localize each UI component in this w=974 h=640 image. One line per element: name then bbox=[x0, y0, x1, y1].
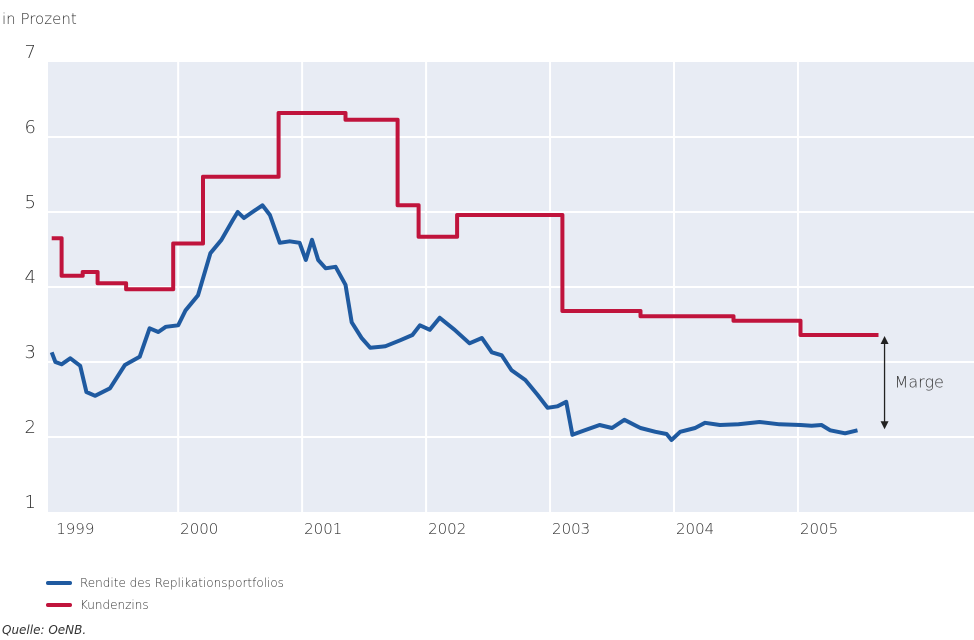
y-tick-label: 1 bbox=[25, 492, 36, 513]
arrow-head bbox=[880, 336, 889, 344]
legend-label: Rendite des Replikationsportfolios bbox=[80, 576, 284, 590]
y-tick-label: 7 bbox=[25, 42, 36, 63]
y-tick-label: 6 bbox=[25, 117, 36, 138]
x-tick-label: 2003 bbox=[552, 520, 590, 538]
x-tick-label: 2002 bbox=[428, 520, 466, 538]
x-tick-label: 1999 bbox=[56, 520, 94, 538]
series-line bbox=[49, 203, 858, 442]
series-line bbox=[51, 111, 879, 337]
y-tick-label: 2 bbox=[25, 417, 36, 438]
source: Quelle: OeNB. bbox=[2, 623, 86, 637]
y-axis-label: in Prozent bbox=[2, 10, 77, 28]
x-tick-label: 2001 bbox=[304, 520, 342, 538]
arrow-head bbox=[880, 421, 889, 430]
legend-label: Kundenzins bbox=[80, 598, 149, 612]
x-tick-label: 2000 bbox=[180, 520, 218, 538]
x-tick-label: 2005 bbox=[800, 520, 838, 538]
y-tick-label: 4 bbox=[25, 267, 36, 288]
y-tick-label: 5 bbox=[25, 192, 36, 213]
y-tick-label: 3 bbox=[25, 342, 36, 363]
annotation: Marge bbox=[895, 373, 944, 392]
x-tick-label: 2004 bbox=[676, 520, 714, 538]
